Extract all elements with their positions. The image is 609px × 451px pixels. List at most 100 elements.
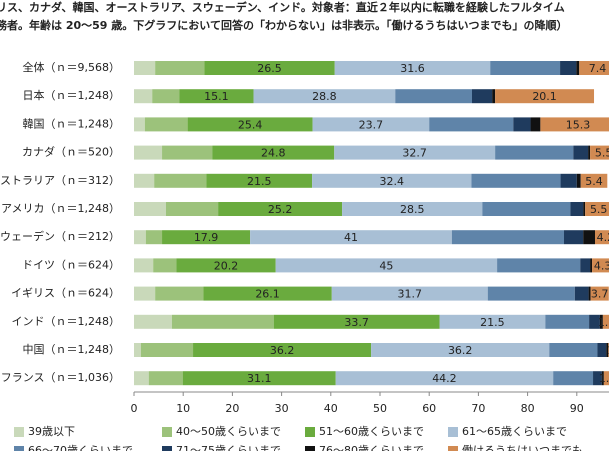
value-label: 15.3	[566, 118, 591, 131]
category-label: 韓国（ｎ＝1,248）	[23, 117, 121, 130]
legend-swatch	[448, 446, 458, 451]
bar-segment	[134, 89, 153, 104]
value-label: 3.7	[591, 288, 609, 301]
value-label: 1.5	[599, 372, 609, 385]
category-label: 中国（ｎ＝1,248）	[23, 343, 121, 356]
bar-segment	[472, 89, 493, 104]
value-label: 44.2	[432, 372, 457, 385]
x-tick-label: 40	[324, 402, 338, 415]
bar-segment	[576, 173, 581, 188]
value-label: 26.5	[257, 62, 282, 75]
value-label: 31.7	[398, 288, 423, 301]
bar-segment	[152, 89, 180, 104]
legend-label: 71～75歳くらいまで	[176, 444, 281, 451]
legend-swatch	[305, 427, 315, 437]
bar-segment	[495, 145, 574, 160]
legend-swatch	[448, 427, 458, 437]
bar-segment	[335, 371, 554, 386]
bar-segment	[580, 173, 608, 188]
legend-swatch	[305, 446, 315, 451]
bar-segment	[589, 314, 600, 329]
value-label: 17.9	[194, 231, 219, 244]
bar-segment	[275, 258, 498, 273]
legend-label: 61～65歳くらいまで	[462, 425, 567, 438]
value-label: 15.1	[204, 90, 229, 103]
bar-segment	[601, 371, 604, 386]
bar-segment	[588, 286, 591, 301]
value-label: 5.5	[590, 203, 608, 216]
bar-segment	[497, 258, 581, 273]
bar-segment	[165, 202, 219, 216]
bar-segment	[492, 89, 496, 104]
x-tick-label: 20	[225, 402, 239, 415]
bar-segment	[585, 202, 609, 216]
bar-segment	[576, 61, 580, 75]
bar-segment	[545, 314, 590, 329]
category-label: フランス（ｎ＝1,036）	[1, 371, 120, 384]
value-label: 31.6	[400, 62, 425, 75]
bar-segment	[179, 89, 254, 104]
x-tick-label: 60	[422, 402, 436, 415]
bar-segment	[176, 258, 276, 273]
value-label: 26.1	[255, 288, 280, 301]
bar-segment	[155, 61, 205, 75]
x-tick-label: 0	[131, 402, 138, 415]
bar-segment	[140, 343, 194, 357]
bar-segment	[162, 230, 251, 245]
bar-segment	[482, 202, 571, 216]
value-label: 28.8	[312, 90, 337, 103]
category-label: オーストラリア（ｎ＝312）	[0, 174, 120, 187]
legend-label: 51～60歳くらいまで	[319, 425, 424, 438]
bar-segment	[595, 230, 609, 245]
bar-segment	[590, 286, 609, 301]
x-tick-label: 50	[373, 402, 387, 415]
bar-segment	[250, 230, 452, 245]
bar-segment	[603, 371, 609, 386]
bar-segment	[588, 145, 591, 160]
bar-segment	[193, 343, 372, 357]
bar-segment	[134, 145, 163, 160]
category-label: 全体（ｎ＝9,568）	[23, 60, 121, 74]
bar-segment	[312, 173, 472, 188]
bar-segment	[540, 117, 609, 132]
bar-segment	[273, 314, 440, 329]
bar-segment	[334, 145, 496, 160]
bar-segment	[597, 343, 607, 357]
value-label: 28.5	[400, 203, 425, 216]
value-label: 5.5	[595, 147, 609, 160]
value-label: 24.8	[261, 147, 286, 160]
legend-label: 40～50歳くらいまで	[176, 425, 281, 438]
bar-segment	[395, 89, 473, 104]
bar-segment	[134, 371, 149, 386]
bar-segment	[590, 258, 593, 273]
value-label: 4.3	[594, 259, 609, 272]
value-label: 4.2	[597, 231, 609, 244]
value-label: 36.2	[448, 344, 473, 357]
bar-segment	[187, 117, 313, 132]
category-label: 日本（ｎ＝1,248）	[23, 88, 121, 102]
bar-segment	[530, 117, 541, 132]
bar-segment	[580, 258, 591, 273]
bar-segment	[549, 343, 598, 357]
bar-segment	[599, 314, 603, 329]
bar-segment	[560, 61, 577, 75]
bar-segment	[490, 61, 561, 75]
value-label: 20.1	[532, 90, 557, 103]
value-label: 20.2	[214, 259, 239, 272]
category-label: ドイツ（ｎ＝624）	[22, 258, 120, 271]
legend-label: 働けるうちはいつまでも	[462, 444, 583, 451]
bar-segment	[560, 173, 577, 188]
value-label: 36.2	[270, 344, 295, 357]
bar-segment	[171, 314, 274, 329]
legend-swatch	[14, 446, 24, 451]
x-tick-label: 70	[471, 402, 485, 415]
value-label: 1	[607, 344, 609, 357]
category-label: アメリカ（ｎ＝1,248）	[1, 202, 120, 215]
value-label: 25.4	[238, 118, 263, 131]
subtitle: リス、カナダ、韓国、オーストラリア、スウェーデン、インド。対象者：直近２年以内に…	[0, 0, 565, 14]
bar-segment	[564, 230, 584, 245]
bar-segment	[203, 286, 332, 301]
bar-segment	[495, 89, 595, 104]
value-label: 23.7	[359, 118, 384, 131]
category-label: インド（ｎ＝1,248）	[12, 315, 121, 328]
